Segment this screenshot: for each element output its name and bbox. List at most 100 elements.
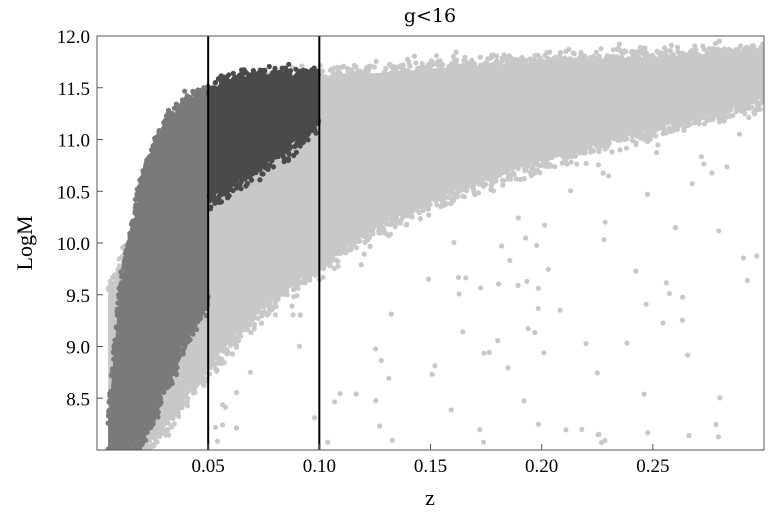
data-point — [219, 87, 225, 93]
data-point — [132, 208, 138, 214]
outlier-point — [602, 438, 608, 444]
data-point — [632, 49, 638, 55]
data-point — [192, 322, 198, 329]
data-point — [495, 62, 502, 68]
data-point — [367, 243, 373, 249]
data-point — [195, 319, 201, 325]
data-point — [212, 80, 218, 86]
data-point — [596, 62, 603, 68]
data-point — [586, 58, 592, 64]
data-point — [308, 268, 315, 274]
data-point — [488, 187, 494, 193]
outlier-point — [542, 222, 548, 228]
outlier-point — [477, 427, 483, 433]
data-point — [464, 188, 470, 194]
data-point — [180, 109, 186, 115]
data-point — [116, 263, 123, 269]
data-point — [107, 278, 113, 284]
data-point — [187, 337, 193, 343]
data-point — [448, 64, 455, 70]
data-point — [706, 114, 712, 121]
outlier-point — [563, 427, 569, 433]
data-point — [454, 194, 461, 200]
data-point — [593, 49, 599, 56]
data-point — [749, 97, 756, 103]
data-point — [198, 375, 204, 382]
outlier-point — [361, 251, 367, 257]
data-point — [152, 412, 158, 418]
outlier-point — [602, 219, 608, 225]
data-point — [489, 52, 495, 58]
data-point — [746, 105, 752, 111]
outlier-point — [389, 437, 395, 443]
data-point — [225, 81, 231, 87]
data-point — [553, 152, 559, 158]
data-point — [226, 193, 232, 199]
data-point — [596, 147, 602, 153]
outlier-point — [701, 161, 707, 167]
data-point — [269, 306, 275, 312]
data-point — [105, 420, 111, 426]
outlier-point — [388, 311, 394, 317]
data-point — [165, 110, 171, 116]
data-point — [697, 57, 703, 63]
data-point — [169, 110, 175, 117]
data-point — [253, 166, 259, 172]
data-point — [726, 106, 732, 112]
data-point — [570, 50, 576, 56]
outlier-point — [689, 181, 695, 187]
outlier-point — [754, 253, 760, 259]
data-point — [223, 76, 229, 83]
data-point — [265, 166, 271, 172]
data-point — [163, 432, 169, 438]
outlier-point — [535, 305, 541, 312]
data-point — [182, 88, 188, 94]
data-point — [451, 190, 457, 197]
data-point — [113, 324, 119, 330]
data-point — [255, 79, 261, 85]
outlier-point — [460, 329, 466, 335]
outlier-point — [524, 278, 530, 284]
data-point — [335, 64, 341, 71]
data-point — [706, 54, 712, 60]
outlier-point — [481, 350, 487, 356]
y-tick-label: 11.0 — [57, 131, 90, 152]
outlier-point — [233, 389, 240, 396]
outlier-point — [686, 433, 692, 439]
data-point — [238, 186, 244, 192]
data-point — [192, 98, 198, 104]
data-point — [439, 61, 445, 68]
outlier-point — [337, 391, 343, 397]
data-point — [230, 187, 236, 194]
data-point — [518, 176, 524, 183]
data-point — [298, 138, 304, 144]
data-point — [405, 56, 411, 62]
data-point — [701, 115, 707, 121]
data-point — [761, 51, 764, 57]
data-point — [696, 121, 702, 127]
data-point — [116, 285, 122, 292]
outlier-point — [715, 434, 722, 440]
data-point — [508, 65, 515, 71]
outlier-point — [736, 131, 743, 137]
data-point — [215, 355, 221, 361]
outlier-point — [525, 326, 531, 332]
data-point — [389, 72, 395, 78]
data-point — [577, 149, 583, 155]
data-point — [648, 136, 654, 142]
data-point — [121, 262, 127, 268]
outlier-point — [297, 312, 303, 318]
data-point — [124, 243, 130, 249]
outlier-point — [666, 290, 673, 297]
data-point — [326, 255, 332, 261]
data-point — [320, 259, 326, 265]
y-axis-label: LogM — [12, 216, 37, 271]
x-tick-label: 0.25 — [636, 456, 669, 477]
data-point — [623, 145, 630, 151]
data-point — [397, 70, 403, 76]
data-point — [463, 59, 469, 65]
outlier-point — [439, 202, 445, 208]
data-point — [376, 228, 382, 234]
data-point — [597, 57, 603, 64]
